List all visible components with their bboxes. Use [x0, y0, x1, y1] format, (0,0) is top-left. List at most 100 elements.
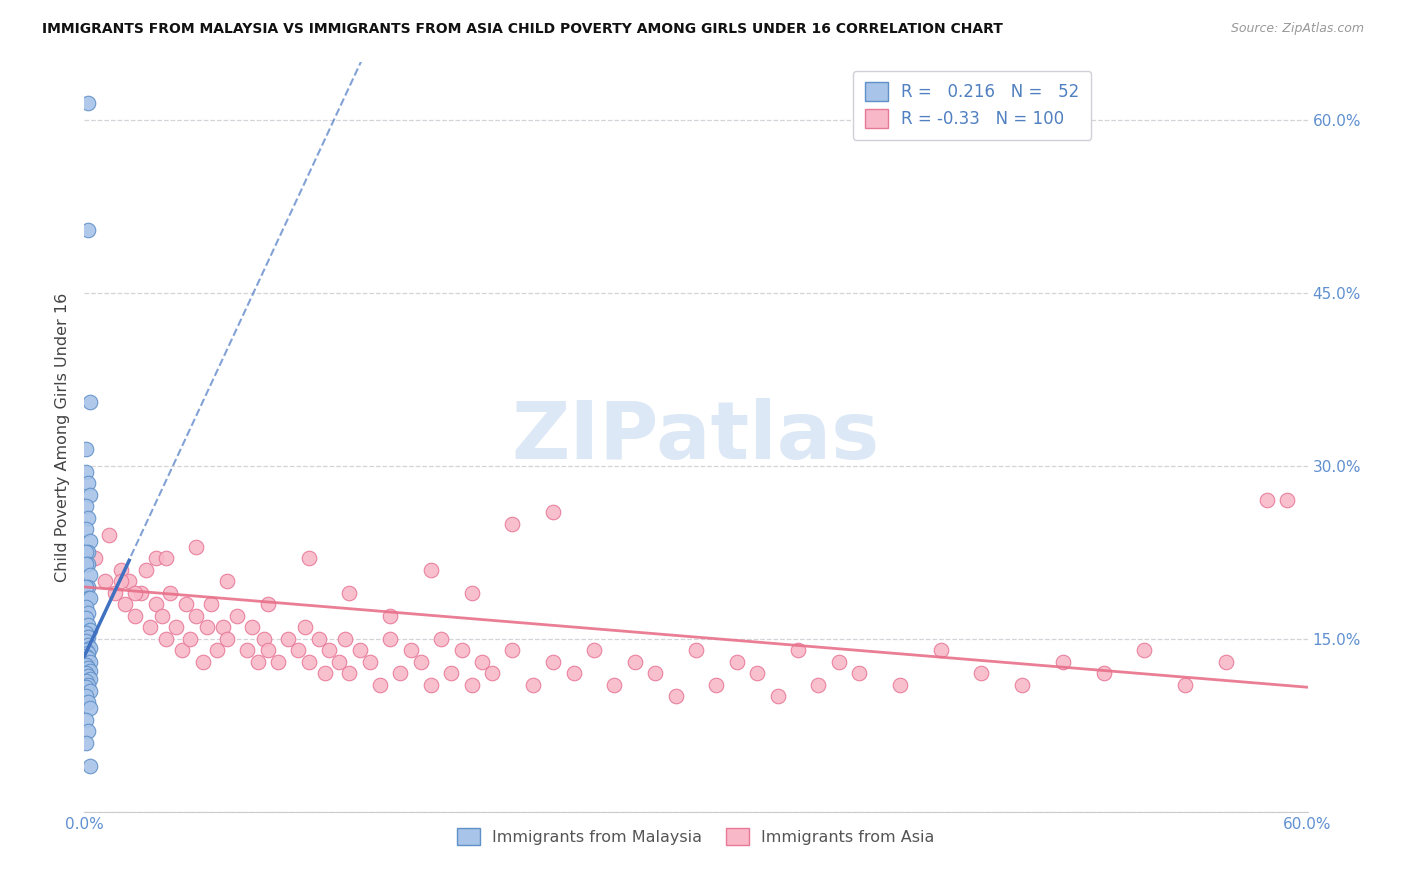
Point	[298, 551, 321, 566]
Point	[359, 655, 381, 669]
Point	[349, 643, 371, 657]
Point	[79, 533, 101, 548]
Point	[807, 678, 830, 692]
Point	[172, 643, 194, 657]
Point	[75, 626, 97, 640]
Point	[380, 632, 402, 646]
Point	[75, 500, 97, 514]
Point	[77, 660, 100, 674]
Point	[328, 655, 350, 669]
Point	[368, 678, 391, 692]
Point	[79, 488, 101, 502]
Point	[1174, 678, 1197, 692]
Point	[461, 678, 484, 692]
Point	[318, 643, 340, 657]
Point	[110, 563, 132, 577]
Point	[155, 551, 177, 566]
Point	[543, 655, 565, 669]
Point	[766, 690, 789, 704]
Point	[267, 655, 290, 669]
Point	[624, 655, 647, 669]
Point	[79, 591, 101, 606]
Point	[77, 630, 100, 644]
Point	[217, 574, 239, 589]
Point	[1133, 643, 1156, 657]
Point	[1052, 655, 1074, 669]
Point	[79, 568, 101, 582]
Y-axis label: Child Poverty Among Girls Under 16: Child Poverty Among Girls Under 16	[55, 293, 70, 582]
Point	[186, 540, 208, 554]
Point	[79, 395, 101, 409]
Point	[665, 690, 688, 704]
Point	[75, 713, 97, 727]
Point	[75, 674, 97, 689]
Point	[75, 522, 97, 536]
Point	[502, 516, 524, 531]
Point	[389, 666, 412, 681]
Point	[79, 683, 101, 698]
Point	[747, 666, 769, 681]
Point	[77, 618, 100, 632]
Point	[257, 643, 280, 657]
Point	[522, 678, 544, 692]
Point	[226, 608, 249, 623]
Point	[131, 585, 153, 599]
Point	[257, 597, 280, 611]
Point	[314, 666, 336, 681]
Point	[138, 620, 160, 634]
Point	[77, 646, 100, 660]
Point	[118, 574, 141, 589]
Text: ZIPatlas: ZIPatlas	[512, 398, 880, 476]
Point	[77, 638, 100, 652]
Point	[75, 465, 97, 479]
Point	[75, 634, 97, 648]
Legend: Immigrants from Malaysia, Immigrants from Asia: Immigrants from Malaysia, Immigrants fro…	[446, 816, 946, 856]
Point	[75, 735, 97, 749]
Point	[79, 623, 101, 637]
Point	[77, 476, 100, 491]
Point	[77, 695, 100, 709]
Point	[77, 678, 100, 692]
Point	[339, 666, 361, 681]
Point	[1092, 666, 1115, 681]
Point	[124, 585, 146, 599]
Point	[75, 557, 97, 571]
Point	[294, 620, 316, 634]
Point	[430, 632, 453, 646]
Point	[186, 608, 208, 623]
Point	[165, 620, 187, 634]
Point	[75, 611, 97, 625]
Point	[685, 643, 707, 657]
Point	[77, 651, 100, 665]
Text: IMMIGRANTS FROM MALAYSIA VS IMMIGRANTS FROM ASIA CHILD POVERTY AMONG GIRLS UNDER: IMMIGRANTS FROM MALAYSIA VS IMMIGRANTS F…	[42, 22, 1002, 37]
Text: Source: ZipAtlas.com: Source: ZipAtlas.com	[1230, 22, 1364, 36]
Point	[77, 669, 100, 683]
Point	[150, 608, 173, 623]
Point	[77, 510, 100, 524]
Point	[93, 574, 115, 589]
Point	[75, 599, 97, 614]
Point	[205, 643, 228, 657]
Point	[308, 632, 330, 646]
Point	[1011, 678, 1033, 692]
Point	[212, 620, 235, 634]
Point	[79, 672, 101, 686]
Point	[335, 632, 357, 646]
Point	[77, 607, 100, 621]
Point	[706, 678, 728, 692]
Point	[217, 632, 239, 646]
Point	[145, 551, 167, 566]
Point	[191, 655, 214, 669]
Point	[450, 643, 472, 657]
Point	[77, 591, 100, 606]
Point	[253, 632, 276, 646]
Point	[110, 574, 132, 589]
Point	[481, 666, 503, 681]
Point	[409, 655, 432, 669]
Point	[75, 680, 97, 694]
Point	[135, 563, 157, 577]
Point	[543, 505, 565, 519]
Point	[889, 678, 911, 692]
Point	[929, 643, 952, 657]
Point	[240, 620, 263, 634]
